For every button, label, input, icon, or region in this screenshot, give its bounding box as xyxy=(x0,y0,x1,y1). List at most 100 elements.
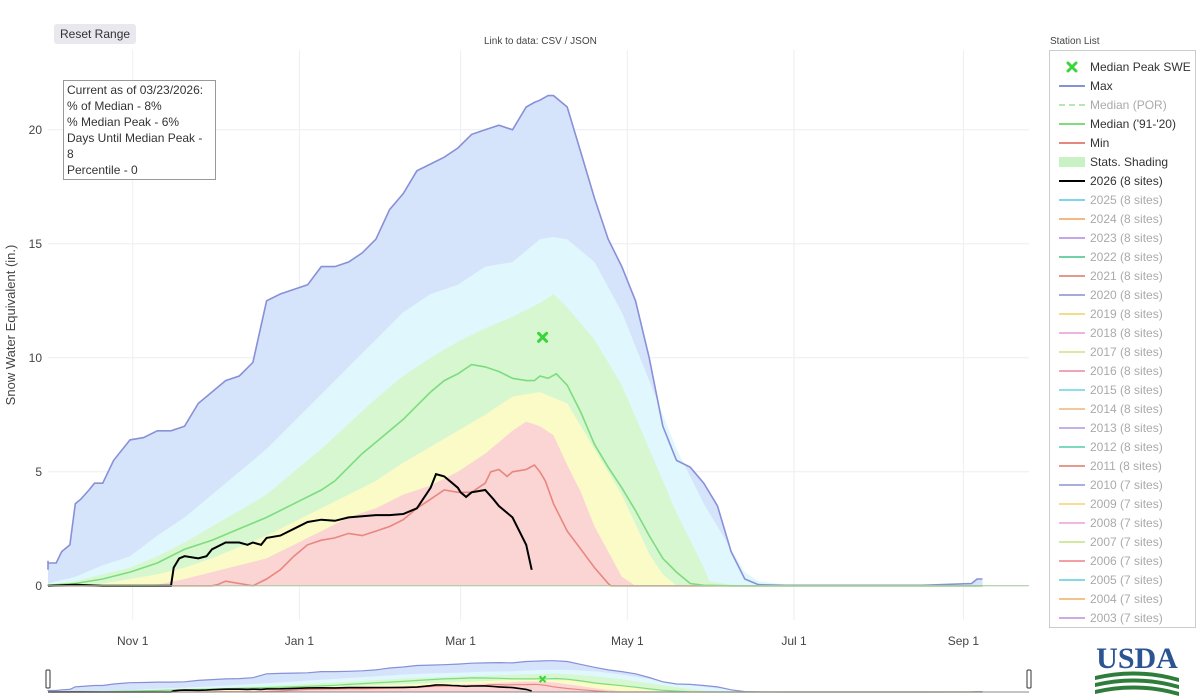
legend-symbol xyxy=(1056,608,1088,627)
station-list-title: Station List xyxy=(1050,36,1100,47)
legend-item[interactable]: 2015 (8 sites) xyxy=(1050,380,1163,399)
legend-item[interactable]: Max xyxy=(1050,76,1113,95)
legend-item[interactable]: 2020 (8 sites) xyxy=(1050,285,1163,304)
legend-symbol xyxy=(1056,399,1088,418)
info-line-date: Current as of 03/23/2026: xyxy=(67,83,204,97)
x-tick-label: Sep 1 xyxy=(948,634,980,648)
nav-line xyxy=(47,660,983,693)
legend-item[interactable]: Min xyxy=(1050,133,1109,152)
legend-label: 2025 (8 sites) xyxy=(1090,192,1163,207)
legend-symbol xyxy=(1056,418,1088,437)
legend-item[interactable]: 2024 (8 sites) xyxy=(1050,209,1163,228)
legend-item[interactable]: 2004 (7 sites) xyxy=(1050,589,1163,608)
legend-label: 2009 (7 sites) xyxy=(1090,496,1163,511)
legend-item[interactable]: 2016 (8 sites) xyxy=(1050,361,1163,380)
legend-item[interactable]: 2014 (8 sites) xyxy=(1050,399,1163,418)
legend-item[interactable]: 2021 (8 sites) xyxy=(1050,266,1163,285)
x-tick-label: May 1 xyxy=(611,634,644,648)
x-tick-label: Mar 1 xyxy=(445,634,476,648)
legend-symbol xyxy=(1056,266,1088,285)
x-tick-label: Jan 1 xyxy=(285,634,315,648)
legend-item[interactable]: 2003 (7 sites) xyxy=(1050,608,1163,627)
legend-symbol xyxy=(1056,532,1088,551)
nav-handle-right xyxy=(1026,669,1032,689)
legend-label: 2020 (8 sites) xyxy=(1090,287,1163,302)
legend-symbol xyxy=(1056,323,1088,342)
y-axis-label: Snow Water Equivalent (in.) xyxy=(3,245,18,406)
series-line-2026-8-sites- xyxy=(47,472,533,587)
legend-label: 2011 (8 sites) xyxy=(1090,458,1162,473)
info-line-pct-median: % of Median - 8% xyxy=(67,99,162,113)
legend-item[interactable]: 2026 (8 sites) xyxy=(1050,171,1163,190)
reset-range-button[interactable]: Reset Range xyxy=(54,24,137,44)
legend-symbol xyxy=(1056,95,1088,114)
legend-item[interactable]: Median (POR) xyxy=(1050,95,1167,114)
legend-label: Stats. Shading xyxy=(1090,154,1169,169)
legend-item[interactable]: 2007 (7 sites) xyxy=(1050,532,1163,551)
legend-label: Median Peak SWE xyxy=(1090,59,1191,74)
legend-item[interactable]: 2022 (8 sites) xyxy=(1050,247,1163,266)
legend-label: Max xyxy=(1090,78,1113,93)
median-peak-marker xyxy=(537,331,549,343)
legend-item[interactable]: Median ('91-'20) xyxy=(1050,114,1176,133)
legend-item[interactable]: 2018 (8 sites) xyxy=(1050,323,1163,342)
legend-symbol xyxy=(1056,475,1088,494)
legend-label: 2010 (7 sites) xyxy=(1090,477,1163,492)
legend-label: 2003 (7 sites) xyxy=(1090,610,1163,625)
range-navigator[interactable] xyxy=(45,660,1032,693)
legend-item[interactable]: 2017 (8 sites) xyxy=(1050,342,1163,361)
y-tick-label: 0 xyxy=(35,579,42,593)
data-link[interactable]: Link to data: CSV / JSON xyxy=(484,36,597,47)
legend-item[interactable]: 2008 (7 sites) xyxy=(1050,513,1163,532)
x-tick-label: Jul 1 xyxy=(781,634,807,648)
nav-line xyxy=(47,677,983,693)
series-line-median-91-20- xyxy=(47,363,983,587)
legend-item[interactable]: 2010 (7 sites) xyxy=(1050,475,1163,494)
legend-item[interactable]: 2023 (8 sites) xyxy=(1050,228,1163,247)
legend-symbol xyxy=(1056,437,1088,456)
legend-item[interactable]: 2011 (8 sites) xyxy=(1050,456,1162,475)
legend-symbol xyxy=(1056,209,1088,228)
legend-label: 2005 (7 sites) xyxy=(1090,572,1163,587)
legend-item[interactable]: 2019 (8 sites) xyxy=(1050,304,1163,323)
legend-symbol xyxy=(1056,190,1088,209)
legend-item[interactable]: 2013 (8 sites) xyxy=(1050,418,1163,437)
legend-label: 2017 (8 sites) xyxy=(1090,344,1163,359)
y-tick-label: 15 xyxy=(29,237,43,251)
legend-label: 2015 (8 sites) xyxy=(1090,382,1163,397)
legend-item[interactable]: 2025 (8 sites) xyxy=(1050,190,1163,209)
legend-item[interactable]: 2006 (7 sites) xyxy=(1050,551,1163,570)
usda-logo-text: USDA xyxy=(1096,642,1178,675)
info-line-days-until-peak: Days Until Median Peak - 8 xyxy=(67,131,203,161)
legend-label: 2018 (8 sites) xyxy=(1090,325,1163,340)
legend-item[interactable]: 2005 (7 sites) xyxy=(1050,570,1163,589)
legend-symbol xyxy=(1056,589,1088,608)
legend-item[interactable]: Median Peak SWE xyxy=(1050,57,1191,76)
legend-label: 2013 (8 sites) xyxy=(1090,420,1163,435)
info-line-pct-median-peak: % Median Peak - 6% xyxy=(67,115,180,129)
legend-symbol xyxy=(1056,171,1088,190)
legend-symbol xyxy=(1056,57,1088,76)
current-status-box: Current as of 03/23/2026: % of Median - … xyxy=(63,80,216,180)
legend-item[interactable]: 2012 (8 sites) xyxy=(1050,437,1163,456)
nav-line xyxy=(47,684,532,693)
legend-label: 2004 (7 sites) xyxy=(1090,591,1163,606)
legend-label: 2008 (7 sites) xyxy=(1090,515,1163,530)
legend-symbol xyxy=(1056,342,1088,361)
legend-item[interactable]: Stats. Shading xyxy=(1050,152,1168,171)
legend-symbol xyxy=(1056,152,1088,171)
legend-label: 2014 (8 sites) xyxy=(1090,401,1163,416)
y-tick-label: 5 xyxy=(35,465,42,479)
info-line-percentile: Percentile - 0 xyxy=(67,163,138,177)
nav-band xyxy=(48,681,983,692)
legend-label: 2007 (7 sites) xyxy=(1090,534,1163,549)
legend-symbol xyxy=(1056,114,1088,133)
nav-handle-left xyxy=(45,669,51,689)
legend-item[interactable]: 2009 (7 sites) xyxy=(1050,494,1163,513)
legend-label: Median ('91-'20) xyxy=(1090,116,1176,131)
stats-shading xyxy=(48,95,983,586)
legend-symbol xyxy=(1056,247,1088,266)
legend-symbol xyxy=(1056,380,1088,399)
series-lines xyxy=(47,94,1029,587)
